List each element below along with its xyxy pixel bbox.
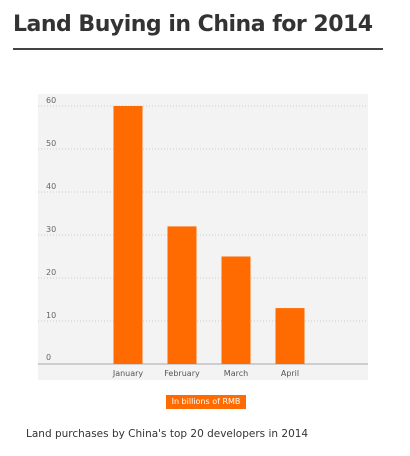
y-tick-label: 0 [46, 353, 51, 362]
x-tick-label: January [112, 369, 144, 378]
chart-caption: Land purchases by China's top 20 develop… [26, 428, 309, 440]
y-tick-label: 60 [46, 96, 56, 105]
x-tick-label: February [164, 369, 200, 378]
bar [275, 308, 305, 364]
bar [113, 106, 143, 364]
y-tick-label: 10 [46, 311, 56, 320]
y-tick-label: 30 [46, 225, 56, 234]
y-tick-label: 20 [46, 268, 56, 277]
y-tick-label: 40 [46, 182, 56, 191]
bar [221, 256, 251, 364]
title-divider [13, 48, 383, 50]
unit-label-badge: In billions of RMB [166, 395, 246, 409]
plot-area [38, 94, 368, 380]
chart-title: Land Buying in China for 2014 [13, 12, 373, 37]
bar [167, 226, 197, 364]
x-tick-label: April [281, 369, 299, 378]
x-tick-label: March [224, 369, 248, 378]
y-tick-label: 50 [46, 139, 56, 148]
